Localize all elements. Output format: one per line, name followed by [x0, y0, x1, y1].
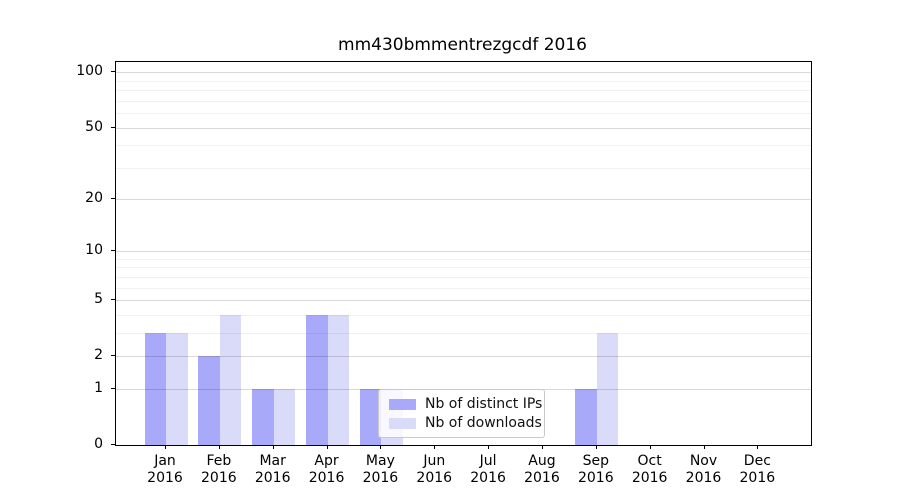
gridline-major-2: [116, 355, 811, 357]
bar-distinct-ips-may: [359, 388, 382, 445]
x-tick-label-feb: Feb 2016: [201, 453, 237, 486]
x-tick-dec: [757, 445, 759, 449]
gridline-minor-9: [116, 258, 811, 260]
gridline-minor-8: [116, 267, 811, 269]
y-tick-label-1: 1: [94, 379, 103, 396]
x-tick-apr: [326, 445, 328, 449]
bar-distinct-ips-jan: [144, 332, 166, 445]
gridline-major-100: [116, 72, 811, 74]
x-tick-label-apr: Apr 2016: [308, 453, 345, 486]
gridline-minor-30: [116, 167, 811, 169]
bar-distinct-ips-apr: [306, 314, 328, 445]
plot-area: [115, 61, 812, 446]
y-tick-0: [111, 443, 115, 445]
bar-downloads-jan: [166, 332, 188, 445]
bar-downloads-sep: [596, 332, 619, 445]
legend-swatch-downloads: [389, 417, 416, 429]
x-tick-oct: [649, 445, 651, 449]
x-tick-label-jun: Jun 2016: [416, 453, 453, 486]
gridline-major-5: [116, 300, 811, 302]
gridline-minor-4: [116, 314, 811, 316]
bar-distinct-ips-feb: [198, 355, 220, 445]
y-tick-label-5: 5: [94, 291, 103, 308]
x-tick-label-jan: Jan 2016: [147, 453, 183, 486]
gridline-major-20: [116, 199, 811, 201]
y-tick-20: [111, 198, 115, 200]
x-tick-label-may: May 2016: [362, 453, 399, 486]
x-tick-label-sep: Sep 2016: [577, 453, 614, 486]
legend-label-downloads: Nb of downloads: [425, 415, 542, 431]
x-tick-feb: [218, 445, 220, 449]
x-tick-aug: [541, 445, 543, 449]
y-tick-label-20: 20: [85, 190, 103, 207]
gridline-minor-90: [116, 80, 811, 82]
x-tick-may: [380, 445, 382, 449]
gridline-minor-6: [116, 287, 811, 289]
x-tick-label-jul: Jul 2016: [470, 453, 506, 486]
gridline-minor-60: [116, 113, 811, 115]
bar-distinct-ips-sep: [575, 388, 597, 445]
legend-swatch-distinct-ips: [389, 398, 416, 410]
gridline-minor-70: [116, 100, 811, 102]
y-tick-10: [111, 250, 115, 252]
chart-title: mm430bmmentrezgcdf 2016: [338, 35, 587, 55]
x-tick-label-oct: Oct 2016: [631, 453, 668, 486]
y-tick-2: [111, 354, 115, 356]
x-tick-mar: [272, 445, 274, 449]
bar-downloads-feb: [219, 314, 242, 445]
gridline-major-10: [116, 251, 811, 253]
gridline-minor-7: [116, 276, 811, 278]
legend: Nb of distinct IPs Nb of downloads: [378, 389, 545, 438]
gridline-major-50: [116, 127, 811, 129]
bar-downloads-mar: [273, 388, 296, 445]
x-tick-jul: [488, 445, 490, 449]
y-tick-label-10: 10: [85, 242, 103, 259]
x-tick-sep: [595, 445, 597, 449]
y-tick-label-50: 50: [85, 118, 103, 135]
legend-item-downloads: Nb of downloads: [389, 415, 542, 431]
gridline-minor-40: [116, 145, 811, 147]
x-tick-label-dec: Dec 2016: [739, 453, 776, 486]
gridline-minor-80: [116, 90, 811, 92]
x-tick-label-nov: Nov 2016: [685, 453, 722, 486]
y-tick-1: [111, 387, 115, 389]
bar-distinct-ips-mar: [252, 388, 274, 445]
y-tick-label-0: 0: [94, 435, 103, 452]
gridline-minor-3: [116, 332, 811, 334]
x-tick-jan: [165, 445, 166, 449]
x-tick-nov: [703, 445, 705, 449]
y-tick-100: [111, 71, 115, 73]
x-tick-label-aug: Aug 2016: [524, 453, 560, 486]
legend-item-distinct-ips: Nb of distinct IPs: [389, 396, 542, 412]
y-tick-label-2: 2: [94, 346, 103, 363]
x-tick-label-mar: Mar 2016: [254, 453, 291, 486]
y-tick-5: [111, 299, 115, 301]
legend-label-distinct-ips: Nb of distinct IPs: [425, 396, 543, 412]
bar-downloads-apr: [327, 314, 350, 445]
y-tick-50: [111, 126, 115, 128]
y-tick-label-100: 100: [76, 63, 103, 80]
x-tick-jun: [434, 445, 436, 449]
